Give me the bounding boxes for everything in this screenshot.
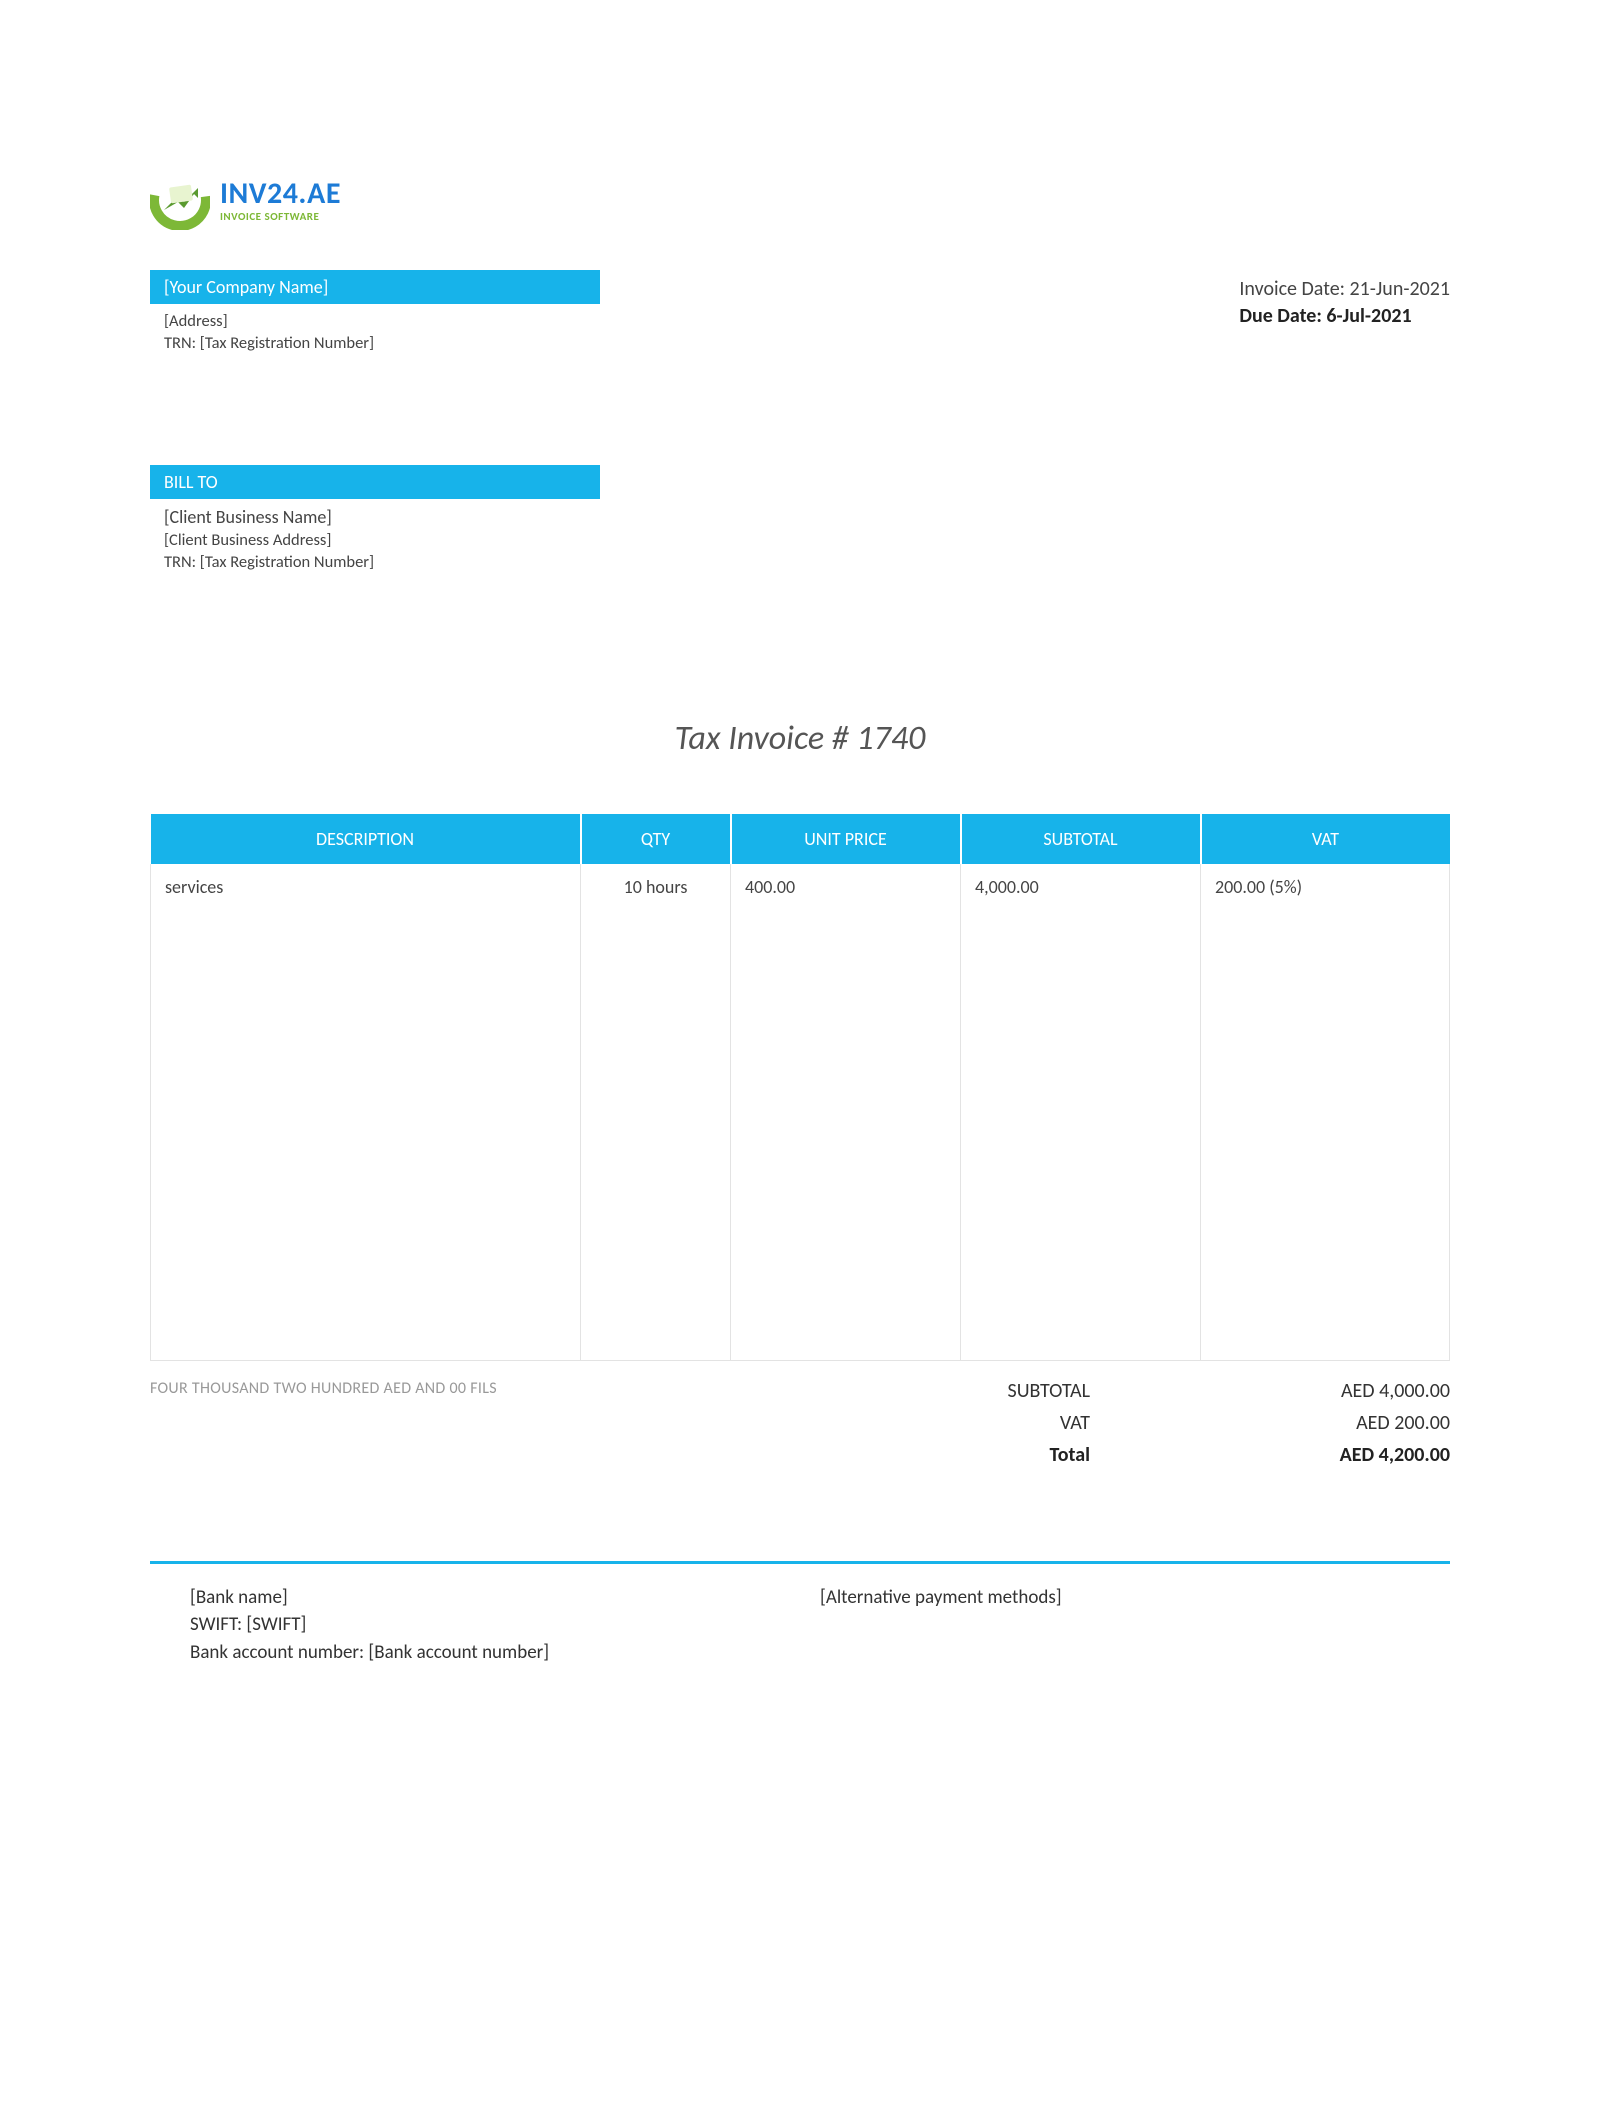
cell-subtotal: 4,000.00	[961, 864, 1201, 910]
line-items-table: DESCRIPTION QTY UNIT PRICE SUBTOTAL VAT …	[150, 814, 1450, 1361]
col-subtotal: SUBTOTAL	[961, 814, 1201, 864]
cell-unit-price: 400.00	[731, 864, 961, 910]
logo-brand-sub: INVOICE SOFTWARE	[220, 211, 341, 222]
cell-qty: 10 hours	[581, 864, 731, 910]
cell-vat: 200.00 (5%)	[1201, 864, 1450, 910]
bill-to-section: BILL TO [Client Business Name] [Client B…	[150, 465, 1450, 574]
subtotal-value: AED 4,000.00	[1150, 1379, 1450, 1403]
col-unit-price: UNIT PRICE	[731, 814, 961, 864]
swift-line: SWIFT: [SWIFT]	[190, 1611, 820, 1639]
table-row: services 10 hours 400.00 4,000.00 200.00…	[151, 864, 1450, 910]
invoice-title: Tax Invoice # 1740	[150, 718, 1450, 759]
payment-row: [Bank name] SWIFT: [SWIFT] Bank account …	[150, 1584, 1450, 1667]
invoice-page: INV24.AE INVOICE SOFTWARE [Your Company …	[0, 0, 1600, 2125]
col-vat: VAT	[1201, 814, 1450, 864]
col-description: DESCRIPTION	[151, 814, 581, 864]
header-row: [Your Company Name] [Address] TRN: [Tax …	[150, 270, 1450, 355]
client-name: [Client Business Name]	[164, 505, 586, 529]
subtotal-label: SUBTOTAL	[950, 1379, 1150, 1403]
due-date-value: 6-Jul-2021	[1326, 304, 1411, 328]
company-name-bar: [Your Company Name]	[150, 270, 600, 304]
bill-to-heading: BILL TO	[150, 465, 600, 499]
client-address: [Client Business Address]	[164, 529, 586, 551]
total-label: Total	[950, 1443, 1150, 1467]
company-block: [Your Company Name] [Address] TRN: [Tax …	[150, 270, 600, 355]
cell-description: services	[151, 864, 581, 910]
bank-name: [Bank name]	[190, 1584, 820, 1612]
totals-row: FOUR THOUSAND TWO HUNDRED AED AND 00 FIL…	[150, 1375, 1450, 1471]
total-value: AED 4,200.00	[1150, 1443, 1450, 1467]
amount-in-words: FOUR THOUSAND TWO HUNDRED AED AND 00 FIL…	[150, 1375, 950, 1398]
table-header-row: DESCRIPTION QTY UNIT PRICE SUBTOTAL VAT	[151, 814, 1450, 864]
vat-value: AED 200.00	[1150, 1411, 1450, 1435]
due-date-line: Due Date: 6-Jul-2021	[1239, 303, 1450, 330]
bank-details: [Bank name] SWIFT: [SWIFT] Bank account …	[150, 1584, 820, 1667]
table-filler-row	[151, 910, 1450, 1360]
col-qty: QTY	[581, 814, 731, 864]
logo-text: INV24.AE INVOICE SOFTWARE	[220, 179, 341, 222]
company-address: [Address]	[164, 310, 586, 332]
vat-label: VAT	[950, 1411, 1150, 1435]
logo-mark-icon	[150, 170, 210, 230]
subtotal-line: SUBTOTAL AED 4,000.00	[950, 1375, 1450, 1407]
due-date-label: Due Date:	[1239, 304, 1322, 328]
invoice-date-value: 21-Jun-2021	[1350, 277, 1450, 301]
invoice-date-line: Invoice Date: 21-Jun-2021	[1239, 276, 1450, 303]
company-trn: TRN: [Tax Registration Number]	[164, 332, 586, 354]
totals-box: SUBTOTAL AED 4,000.00 VAT AED 200.00 Tot…	[950, 1375, 1450, 1471]
invoice-date-label: Invoice Date:	[1239, 277, 1345, 301]
vat-line: VAT AED 200.00	[950, 1407, 1450, 1439]
divider	[150, 1561, 1450, 1564]
account-line: Bank account number: [Bank account numbe…	[190, 1639, 820, 1667]
logo-brand-name: INV24.AE	[220, 179, 341, 209]
total-line: Total AED 4,200.00	[950, 1439, 1450, 1471]
client-trn: TRN: [Tax Registration Number]	[164, 551, 586, 573]
brand-logo: INV24.AE INVOICE SOFTWARE	[150, 170, 1450, 230]
alt-payment-methods: [Alternative payment methods]	[820, 1584, 1450, 1667]
dates-block: Invoice Date: 21-Jun-2021 Due Date: 6-Ju…	[1239, 270, 1450, 330]
